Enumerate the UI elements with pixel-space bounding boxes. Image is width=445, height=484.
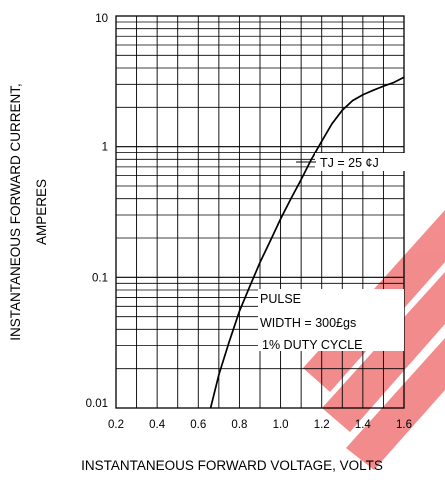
plot-frame [115, 15, 405, 409]
y-tick-label: 1 [102, 142, 108, 154]
y-axis: 10 1 0.1 0.01 [86, 13, 108, 410]
watermark-stripe-bottom [346, 338, 445, 470]
x-tick-label: 0.6 [190, 419, 206, 431]
x-tick-label: 1.0 [273, 419, 289, 431]
width-label: WIDTH = 300£gs [260, 316, 356, 330]
y-tick-label: 0.1 [92, 272, 108, 284]
x-tick-label: 1.4 [355, 419, 372, 431]
series-line [209, 76, 405, 409]
x-tick-label: 0.4 [149, 419, 166, 431]
x-axis-title: INSTANTANEOUS FORWARD VOLTAGE, VOLTS [81, 458, 383, 473]
y-tick-label: 10 [95, 13, 108, 25]
x-tick-label: 0.2 [108, 419, 124, 431]
pulse-label: PULSE [260, 292, 301, 306]
y-axis-title-line1: INSTANTANEOUS FORWARD CURRENT, [8, 83, 23, 341]
x-tick-label: 1.6 [396, 419, 412, 431]
tj-label: TJ = 25 ¢J [320, 156, 379, 170]
tj-label-bg [315, 153, 405, 171]
pulse-note-bg [258, 289, 404, 351]
x-axis: 0.2 0.4 0.6 0.8 1.0 1.2 1.4 1.6 [108, 419, 412, 431]
x-tick-label: 1.2 [314, 419, 330, 431]
y-axis-title-line2: AMPERES [34, 179, 49, 245]
duty-cycle-label: 1% DUTY CYCLE [262, 338, 363, 352]
y-tick-label: 0.01 [86, 398, 108, 410]
x-tick-label: 0.8 [231, 419, 247, 431]
